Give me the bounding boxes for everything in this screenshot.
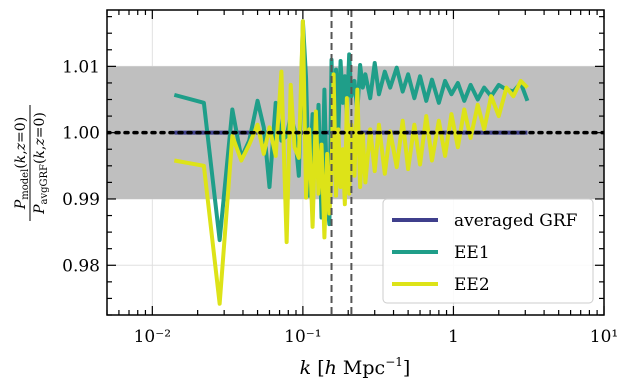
legend: averaged GRF EE1 EE2 [382, 198, 594, 304]
y-axis-label: Pmodel(k,z=0) PavgGRF(k,z=0) [13, 105, 50, 221]
x-tick-label: 10⁻² [134, 327, 171, 347]
x-tick-label: 10¹ [590, 327, 618, 347]
reference-lines [107, 10, 604, 315]
y-tick-label: 0.99 [62, 190, 100, 210]
series-line-ee2 [173, 19, 529, 306]
legend-label-averaged-grf: averaged GRF [454, 211, 578, 231]
x-axis-label: k [h Mpc−1] [300, 355, 411, 379]
x-tick-label: 10⁻¹ [284, 327, 321, 347]
y-tick-label: 0.98 [62, 256, 100, 276]
tick-labels: 10⁻² 10⁻¹ 1 10¹ 0.98 0.99 1.00 1.01 [62, 57, 618, 347]
y-tick-label: 1.00 [62, 124, 100, 144]
svg-text:PavgGRF(k,z=0): PavgGRF(k,z=0) [32, 112, 50, 215]
ticks [106, 10, 605, 316]
x-tick-label: 1 [448, 327, 459, 347]
y-tick-label: 1.01 [62, 57, 100, 77]
svg-text:Pmodel(k,z=0): Pmodel(k,z=0) [13, 117, 31, 210]
series-line-ee1 [173, 19, 530, 243]
legend-box [382, 198, 594, 304]
legend-label-ee1: EE1 [454, 243, 490, 263]
legend-label-ee2: EE2 [454, 275, 490, 295]
plot-frame-rect [106, 9, 605, 316]
plot-frame [106, 9, 605, 316]
